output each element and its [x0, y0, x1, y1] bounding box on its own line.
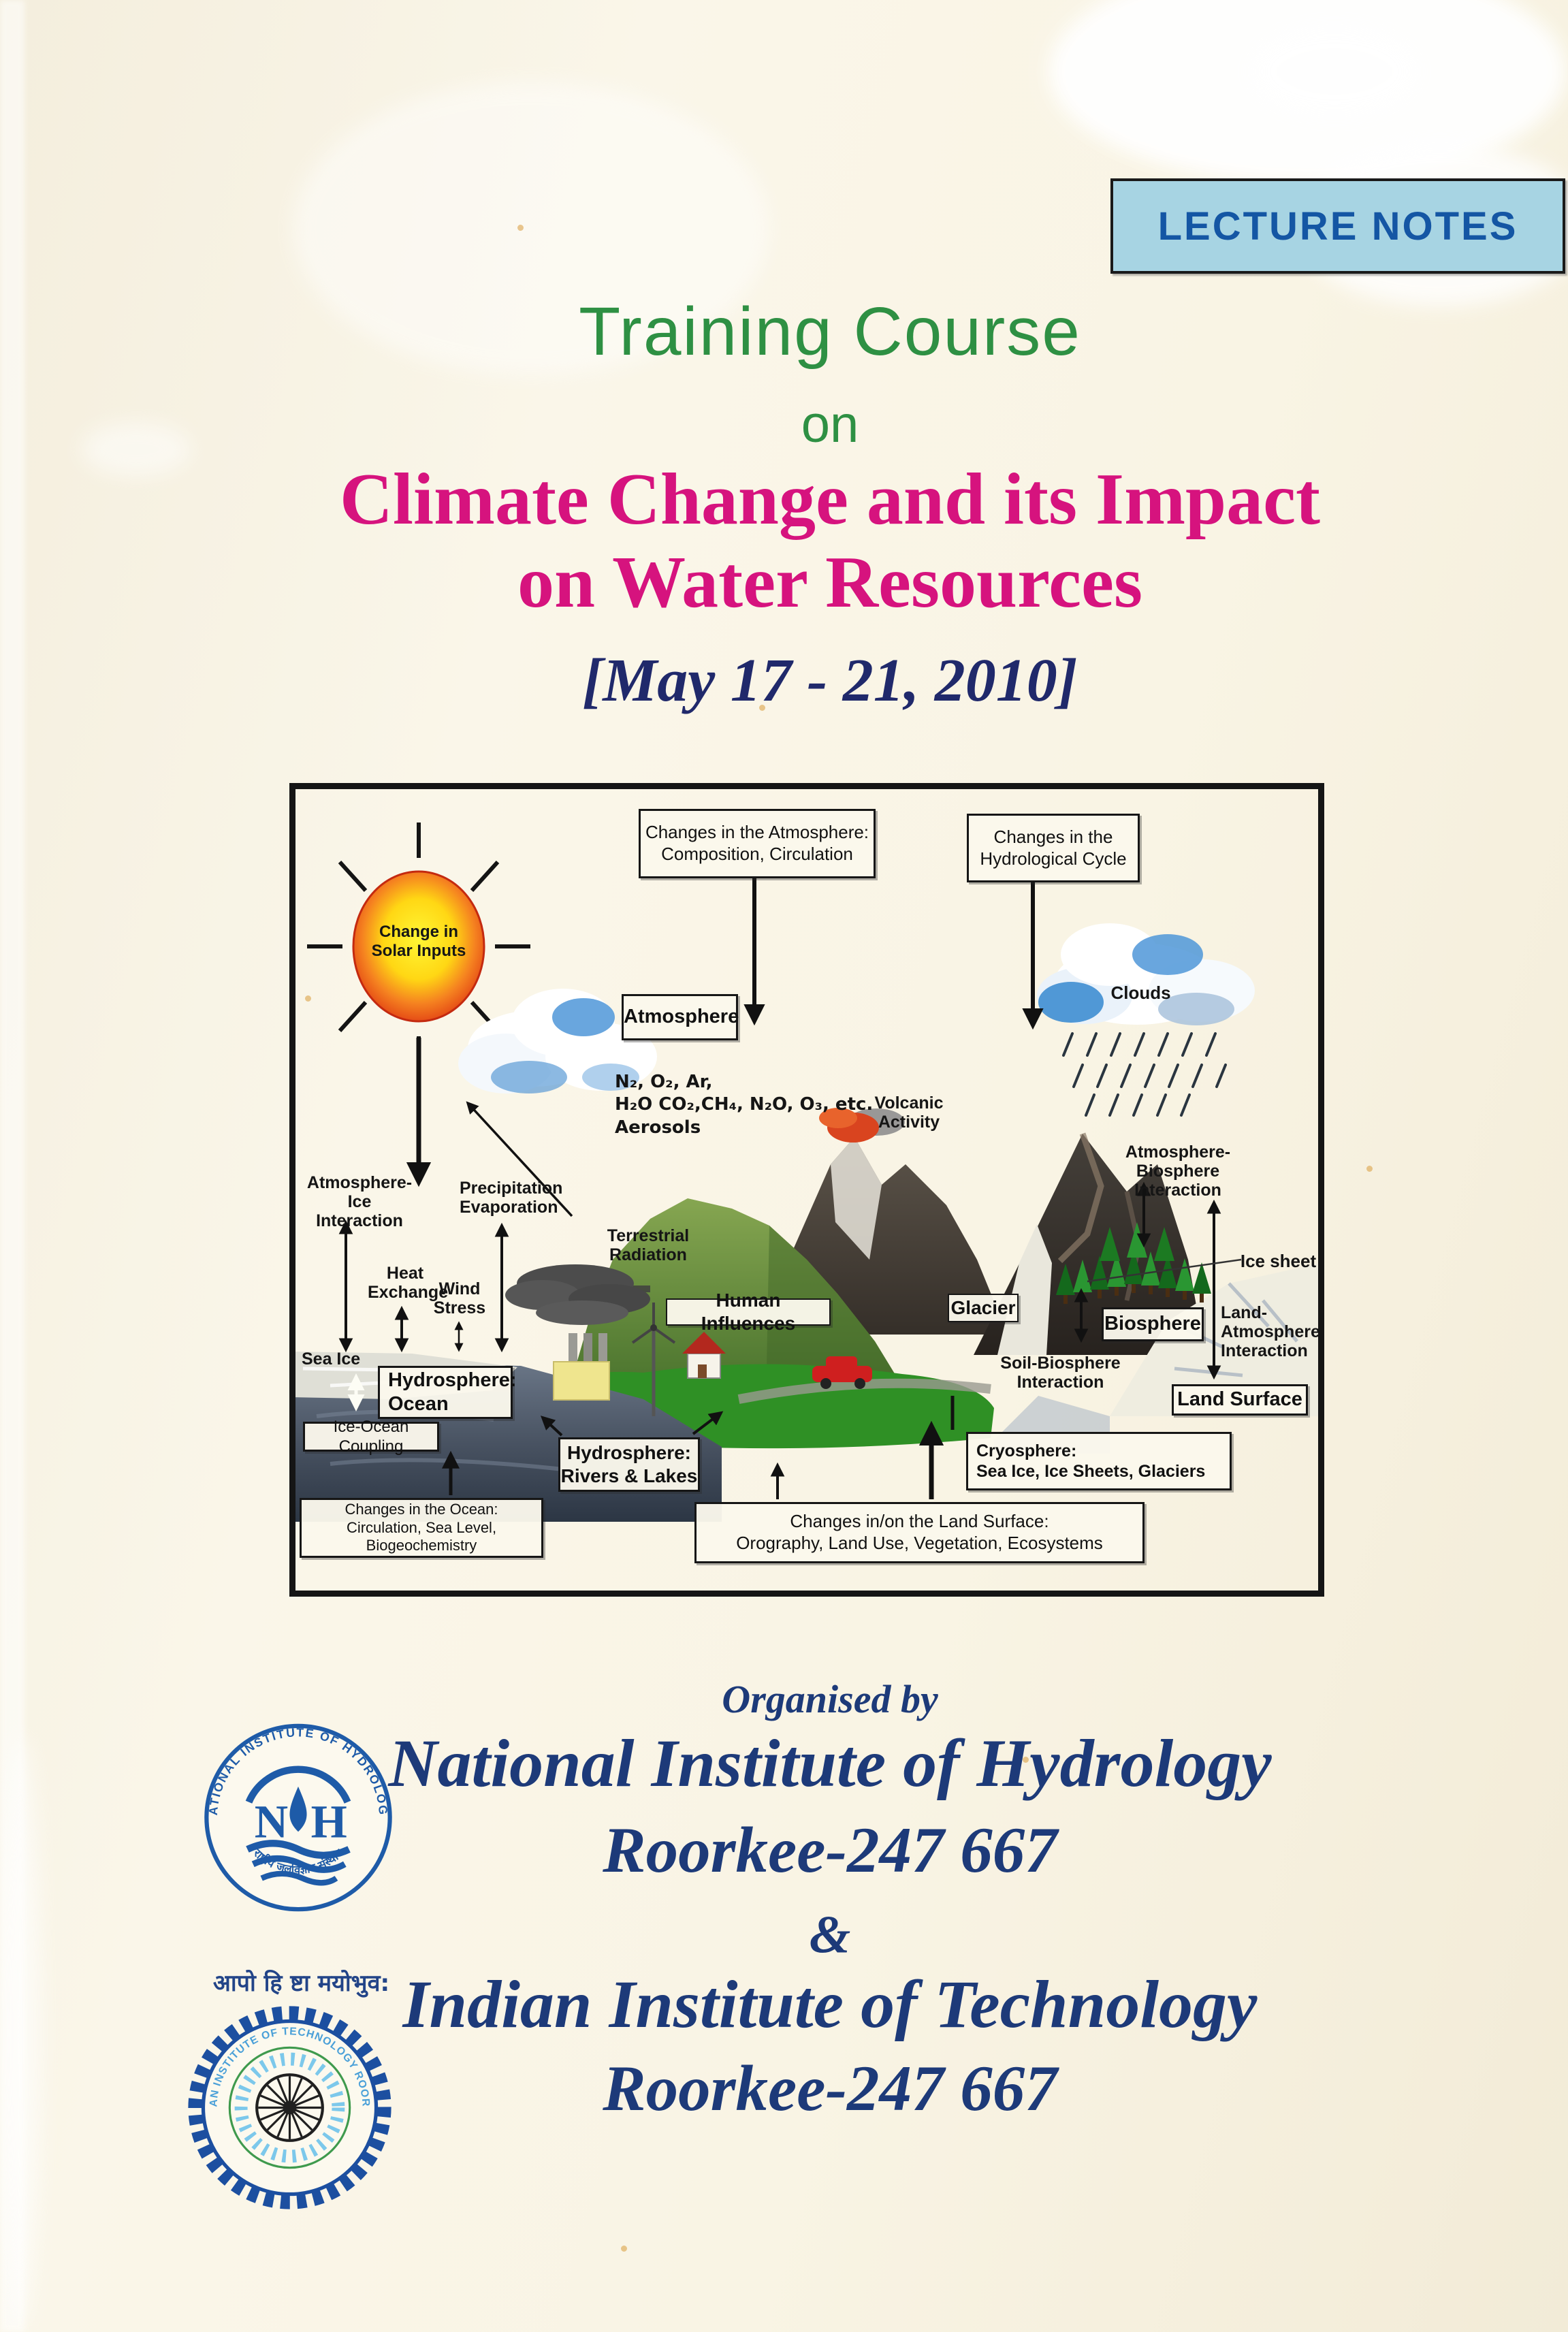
label-clouds: Clouds	[1110, 983, 1171, 1003]
label-wind-stress: Wind Stress	[433, 1279, 486, 1317]
paper-speck	[1023, 1757, 1029, 1763]
label-human-influences: Human Influences	[666, 1290, 831, 1334]
ampersand: &	[809, 1904, 851, 1964]
scan-white-patch	[0, 1736, 41, 2329]
rain-icon	[1062, 1032, 1227, 1117]
scan-white-patch	[293, 82, 769, 374]
nih-wave-icon	[260, 1870, 338, 1886]
glacier-ice-icon	[997, 1224, 1052, 1355]
lecture-notes-badge: LECTURE NOTES	[1110, 178, 1565, 274]
paper-speck	[1366, 1166, 1373, 1172]
nih-monogram-h: H	[311, 1796, 347, 1848]
nih-water-drop-icon	[289, 1786, 307, 1832]
organiser-1-address: Roorkee-247 667	[603, 1814, 1057, 1886]
wind-turbine-icon	[631, 1303, 676, 1416]
box-changes-atmosphere: Changes in the Atmosphere: Composition, …	[639, 809, 876, 878]
paper-speck	[759, 705, 765, 711]
nih-logo: NATIONAL INSTITUTE OF HYDROLOGY N H राष्…	[199, 1717, 392, 1912]
box-changes-ocean: Changes in the Ocean: Circulation, Sea L…	[300, 1498, 543, 1558]
organiser-2-address: Roorkee-247 667	[603, 2052, 1057, 2124]
iit-flame-ring-icon	[234, 2052, 345, 2163]
scan-white-patch	[1253, 27, 1416, 116]
nih-wave-icon	[251, 1855, 347, 1873]
course-heading: Training Course	[579, 293, 1081, 370]
label-solar-inputs: Change in Solar Inputs	[371, 923, 466, 960]
paper-speck	[621, 2246, 627, 2252]
rain-cloud-icon	[1037, 923, 1255, 1117]
paper-speck	[305, 995, 311, 1002]
page-title-line2: on Water Resources	[517, 542, 1142, 623]
nih-motto: आपो हि ष्टा मयोभुव:	[212, 1970, 390, 1997]
label-terrestrial-radiation: Terrestrial Radiation	[607, 1226, 690, 1264]
ice-sheet-pointer-line	[1087, 1258, 1242, 1283]
course-date: [May 17 - 21, 2010]	[582, 647, 1078, 714]
label-atmosphere-ice: Atmosphere-Ice Interaction	[306, 1173, 413, 1230]
organised-by: Organised by	[722, 1677, 938, 1721]
box-changes-land-surface: Changes in/on the Land Surface: Orograph…	[694, 1502, 1145, 1563]
box-ice-ocean-coupling: Ice-Ocean Coupling	[303, 1418, 439, 1456]
lecture-notes-label: LECTURE NOTES	[1157, 204, 1518, 249]
box-biosphere: Biosphere	[1102, 1307, 1204, 1341]
paper-speck	[517, 225, 524, 231]
label-glacier: Glacier	[948, 1294, 1019, 1322]
iit-gear-icon	[188, 2006, 391, 2209]
label-ice-sheet: Ice sheet	[1240, 1251, 1317, 1271]
iit-logo: INDIAN INSTITUTE OF TECHNOLOGY ROORKEE	[182, 2000, 391, 2209]
diagram-arrows	[338, 878, 1242, 1499]
rivers-link-arrow-left	[540, 1416, 563, 1437]
nih-arc	[245, 1766, 351, 1804]
terrestrial-radiation-arrow	[466, 1101, 573, 1217]
label-atmospheric-gases: N₂, O₂, Ar, H₂O CO₂,CH₄, N₂O, O₃, etc. A…	[615, 1072, 874, 1138]
label-sea-ice: Sea Ice	[302, 1349, 361, 1369]
course-heading-on: on	[801, 396, 859, 453]
label-atmosphere-biosphere: Atmosphere-Biosphere Interaction	[1125, 1143, 1231, 1200]
organiser-1-name: National Institute of Hydrology	[388, 1725, 1272, 1801]
factory-icon	[505, 1264, 650, 1401]
page-title-line1: Climate Change and its Impact	[339, 459, 1321, 540]
road-icon	[737, 1378, 991, 1404]
box-changes-hydrological: Changes in the Hydrological Cycle	[967, 814, 1140, 882]
box-land-surface: Land Surface	[1172, 1384, 1308, 1416]
organiser-2-name: Indian Institute of Technology	[402, 1966, 1258, 2042]
label-land-atmosphere: Land- Atmosphere Interaction	[1221, 1303, 1320, 1360]
box-hydrosphere-rivers: Hydrosphere: Rivers & Lakes	[558, 1437, 700, 1492]
label-precipitation-evaporation: Precipitation Evaporation	[460, 1179, 563, 1217]
house-icon	[682, 1332, 726, 1379]
label-heat-exchange: Heat Exchange	[368, 1264, 449, 1302]
car-icon	[812, 1356, 872, 1389]
scan-white-patch	[82, 422, 191, 477]
forest-icon	[1056, 1222, 1211, 1304]
label-volcanic-activity: Volcanic Activity	[874, 1093, 944, 1132]
box-hydrosphere-ocean: Hydrosphere: Ocean	[378, 1366, 517, 1419]
climate-system-diagram: Changes in the Atmosphere: Composition, …	[289, 783, 1324, 1597]
label-soil-biosphere: Soil-Biosphere Interaction	[1000, 1354, 1121, 1392]
nih-monogram-n: N	[255, 1796, 288, 1848]
diagram-frame	[289, 783, 1324, 1597]
box-cryosphere: Cryosphere: Sea Ice, Ice Sheets, Glacier…	[966, 1432, 1232, 1490]
iit-wheel-icon	[255, 2073, 324, 2142]
nih-wave-icon	[246, 1840, 351, 1859]
box-atmosphere: Atmosphere	[622, 994, 739, 1040]
rivers-link-arrow-right	[692, 1411, 724, 1435]
